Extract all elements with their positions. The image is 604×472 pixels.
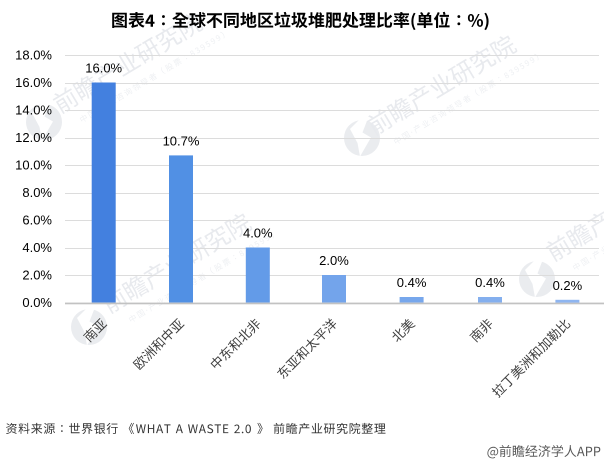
svg-text:4.0%: 4.0% [243,226,273,241]
svg-text:0.4%: 0.4% [397,275,427,290]
svg-text:2.0%: 2.0% [319,253,349,268]
svg-text:10.0%: 10.0% [15,158,52,173]
svg-text:16.0%: 16.0% [15,75,52,90]
svg-text:2.0%: 2.0% [22,268,52,283]
svg-text:0.2%: 0.2% [553,278,583,293]
svg-text:16.0%: 16.0% [85,61,122,76]
svg-text:0.0%: 0.0% [22,295,52,310]
svg-text:0.4%: 0.4% [475,275,505,290]
svg-text:10.7%: 10.7% [163,133,200,148]
svg-text:18.0%: 18.0% [15,48,52,63]
svg-text:4.0%: 4.0% [22,240,52,255]
svg-text:14.0%: 14.0% [15,103,52,118]
svg-text:12.0%: 12.0% [15,130,52,145]
svg-text:6.0%: 6.0% [22,213,52,228]
svg-text:8.0%: 8.0% [22,185,52,200]
